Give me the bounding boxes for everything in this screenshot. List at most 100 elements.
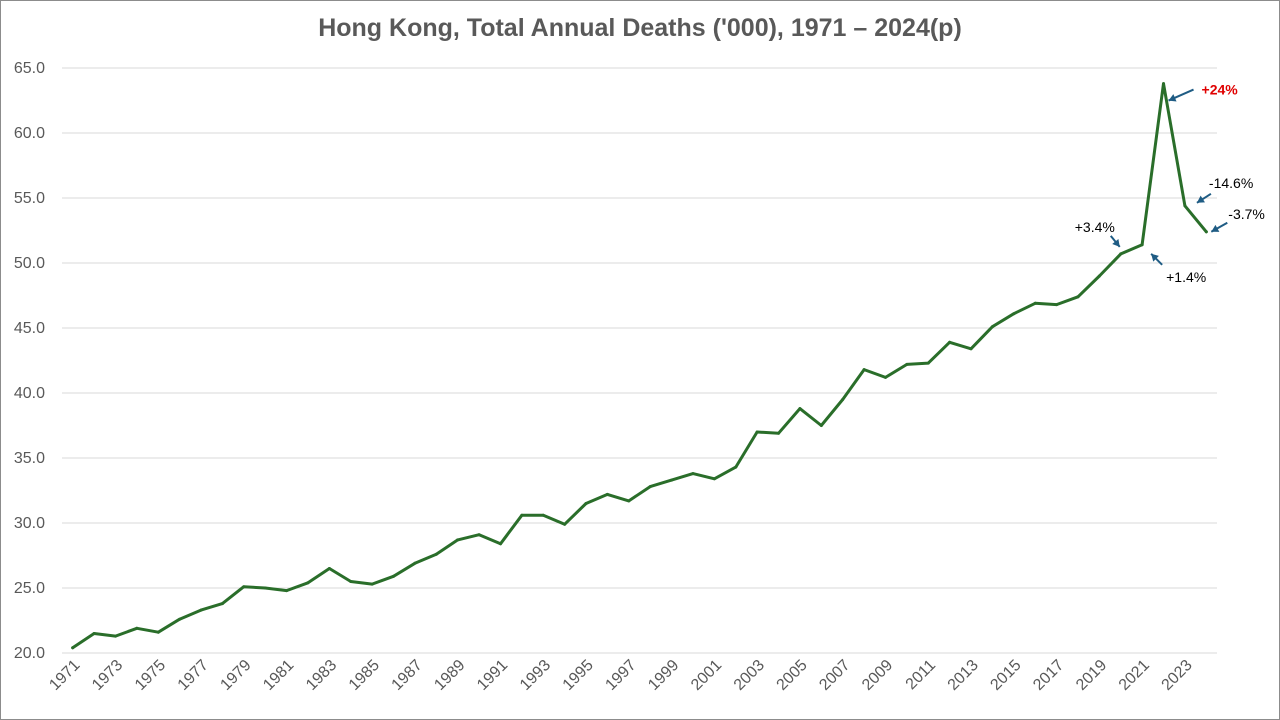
data-point xyxy=(990,325,994,329)
x-tick-label: 2007 xyxy=(816,657,853,694)
series-line-layer xyxy=(71,82,1208,650)
data-point xyxy=(413,561,417,565)
data-point xyxy=(670,478,674,482)
x-tick-label: 1991 xyxy=(474,657,511,694)
arrow-head xyxy=(1196,195,1205,203)
data-point xyxy=(627,499,631,503)
annotations: +3.4% +1.4% +24% -14.6% -3.7% xyxy=(1075,82,1265,285)
data-point xyxy=(498,542,502,546)
y-tick-label: 25.0 xyxy=(14,580,45,597)
annotation-label: -14.6% xyxy=(1209,175,1253,191)
data-point xyxy=(156,630,160,634)
x-tick-label: 1981 xyxy=(260,657,297,694)
data-point xyxy=(712,477,716,481)
data-point xyxy=(734,465,738,469)
data-point xyxy=(862,368,866,372)
x-tick-label: 2015 xyxy=(987,657,1024,694)
data-point xyxy=(392,574,396,578)
data-point xyxy=(969,347,973,351)
data-point xyxy=(263,586,267,590)
data-point xyxy=(948,340,952,344)
data-point xyxy=(434,552,438,556)
data-point xyxy=(841,398,845,401)
data-point xyxy=(71,646,75,650)
y-tick-label: 65.0 xyxy=(14,60,45,77)
arrow-head xyxy=(1151,253,1159,262)
y-tick-label: 45.0 xyxy=(14,320,45,337)
x-tick-label: 2019 xyxy=(1073,657,1110,694)
gridlines xyxy=(62,67,1217,654)
data-point xyxy=(456,538,460,542)
x-tick-label: 1975 xyxy=(132,657,169,694)
data-point xyxy=(755,430,759,434)
x-tick-label: 1995 xyxy=(560,657,597,694)
arrow-head xyxy=(1112,238,1120,247)
x-tick-label: 1979 xyxy=(217,657,254,694)
data-point xyxy=(1119,252,1123,256)
x-tick-label: 1983 xyxy=(303,657,340,694)
arrow-head xyxy=(1211,224,1220,232)
annotation-label: -3.7% xyxy=(1228,206,1265,222)
y-tick-label: 55.0 xyxy=(14,190,45,207)
x-tick-label: 2009 xyxy=(859,657,896,694)
annotation-label: +1.4% xyxy=(1166,269,1206,285)
y-tick-label: 50.0 xyxy=(14,255,45,272)
x-tick-label: 2003 xyxy=(731,657,768,694)
data-point xyxy=(1204,230,1208,234)
x-tick-label: 1985 xyxy=(346,657,383,694)
data-point xyxy=(819,424,823,427)
data-point xyxy=(1012,312,1016,316)
y-tick-label: 35.0 xyxy=(14,450,45,467)
data-point xyxy=(563,522,567,526)
x-tick-label: 1989 xyxy=(431,657,468,694)
data-point xyxy=(1140,243,1144,247)
data-point xyxy=(1076,295,1080,299)
data-point xyxy=(691,472,695,476)
y-tick-label: 20.0 xyxy=(14,645,45,662)
data-point xyxy=(883,375,887,379)
x-tick-label: 2011 xyxy=(903,657,939,693)
x-axis-ticks: 1971 1973 1975 1977 1979 1981 1983 1985 1987 1989… xyxy=(46,657,1195,694)
x-tick-label: 1971 xyxy=(46,657,83,694)
data-point xyxy=(777,431,781,435)
data-point xyxy=(220,602,224,606)
data-point xyxy=(178,617,182,621)
annotation-label: +24% xyxy=(1202,82,1239,98)
data-point xyxy=(584,502,588,505)
series-line xyxy=(71,82,1208,650)
x-tick-label: 1973 xyxy=(89,657,126,694)
x-tick-label: 1997 xyxy=(602,657,639,694)
data-point xyxy=(242,585,246,589)
data-point xyxy=(370,582,374,586)
annotation-label: +3.4% xyxy=(1075,219,1115,235)
data-point xyxy=(113,634,117,638)
x-tick-label: 2021 xyxy=(1116,657,1153,694)
x-tick-label: 1999 xyxy=(645,657,682,694)
data-point xyxy=(520,513,524,517)
data-point xyxy=(349,580,353,583)
arrow-head xyxy=(1168,94,1177,102)
data-point xyxy=(1097,274,1101,278)
x-tick-label: 1993 xyxy=(517,657,554,694)
data-point xyxy=(648,485,652,489)
data-point xyxy=(1162,82,1166,86)
x-tick-label: 2023 xyxy=(1159,657,1196,694)
data-point xyxy=(306,581,310,585)
data-point xyxy=(926,361,930,365)
data-point xyxy=(327,567,331,570)
data-point xyxy=(905,362,909,366)
y-axis-ticks: 20.0 25.0 30.0 35.0 40.0 45.0 50.0 55.0 60.0 65.0 xyxy=(14,60,45,662)
x-tick-label: 1977 xyxy=(175,657,212,694)
data-point xyxy=(135,626,139,630)
y-tick-label: 60.0 xyxy=(14,125,45,142)
data-point xyxy=(92,632,96,635)
data-point xyxy=(1033,301,1037,305)
data-point xyxy=(199,608,203,612)
x-tick-label: 2001 xyxy=(688,657,725,694)
y-tick-label: 30.0 xyxy=(14,515,45,532)
y-tick-label: 40.0 xyxy=(14,385,45,402)
data-point xyxy=(477,533,481,537)
x-tick-label: 2017 xyxy=(1030,657,1067,694)
